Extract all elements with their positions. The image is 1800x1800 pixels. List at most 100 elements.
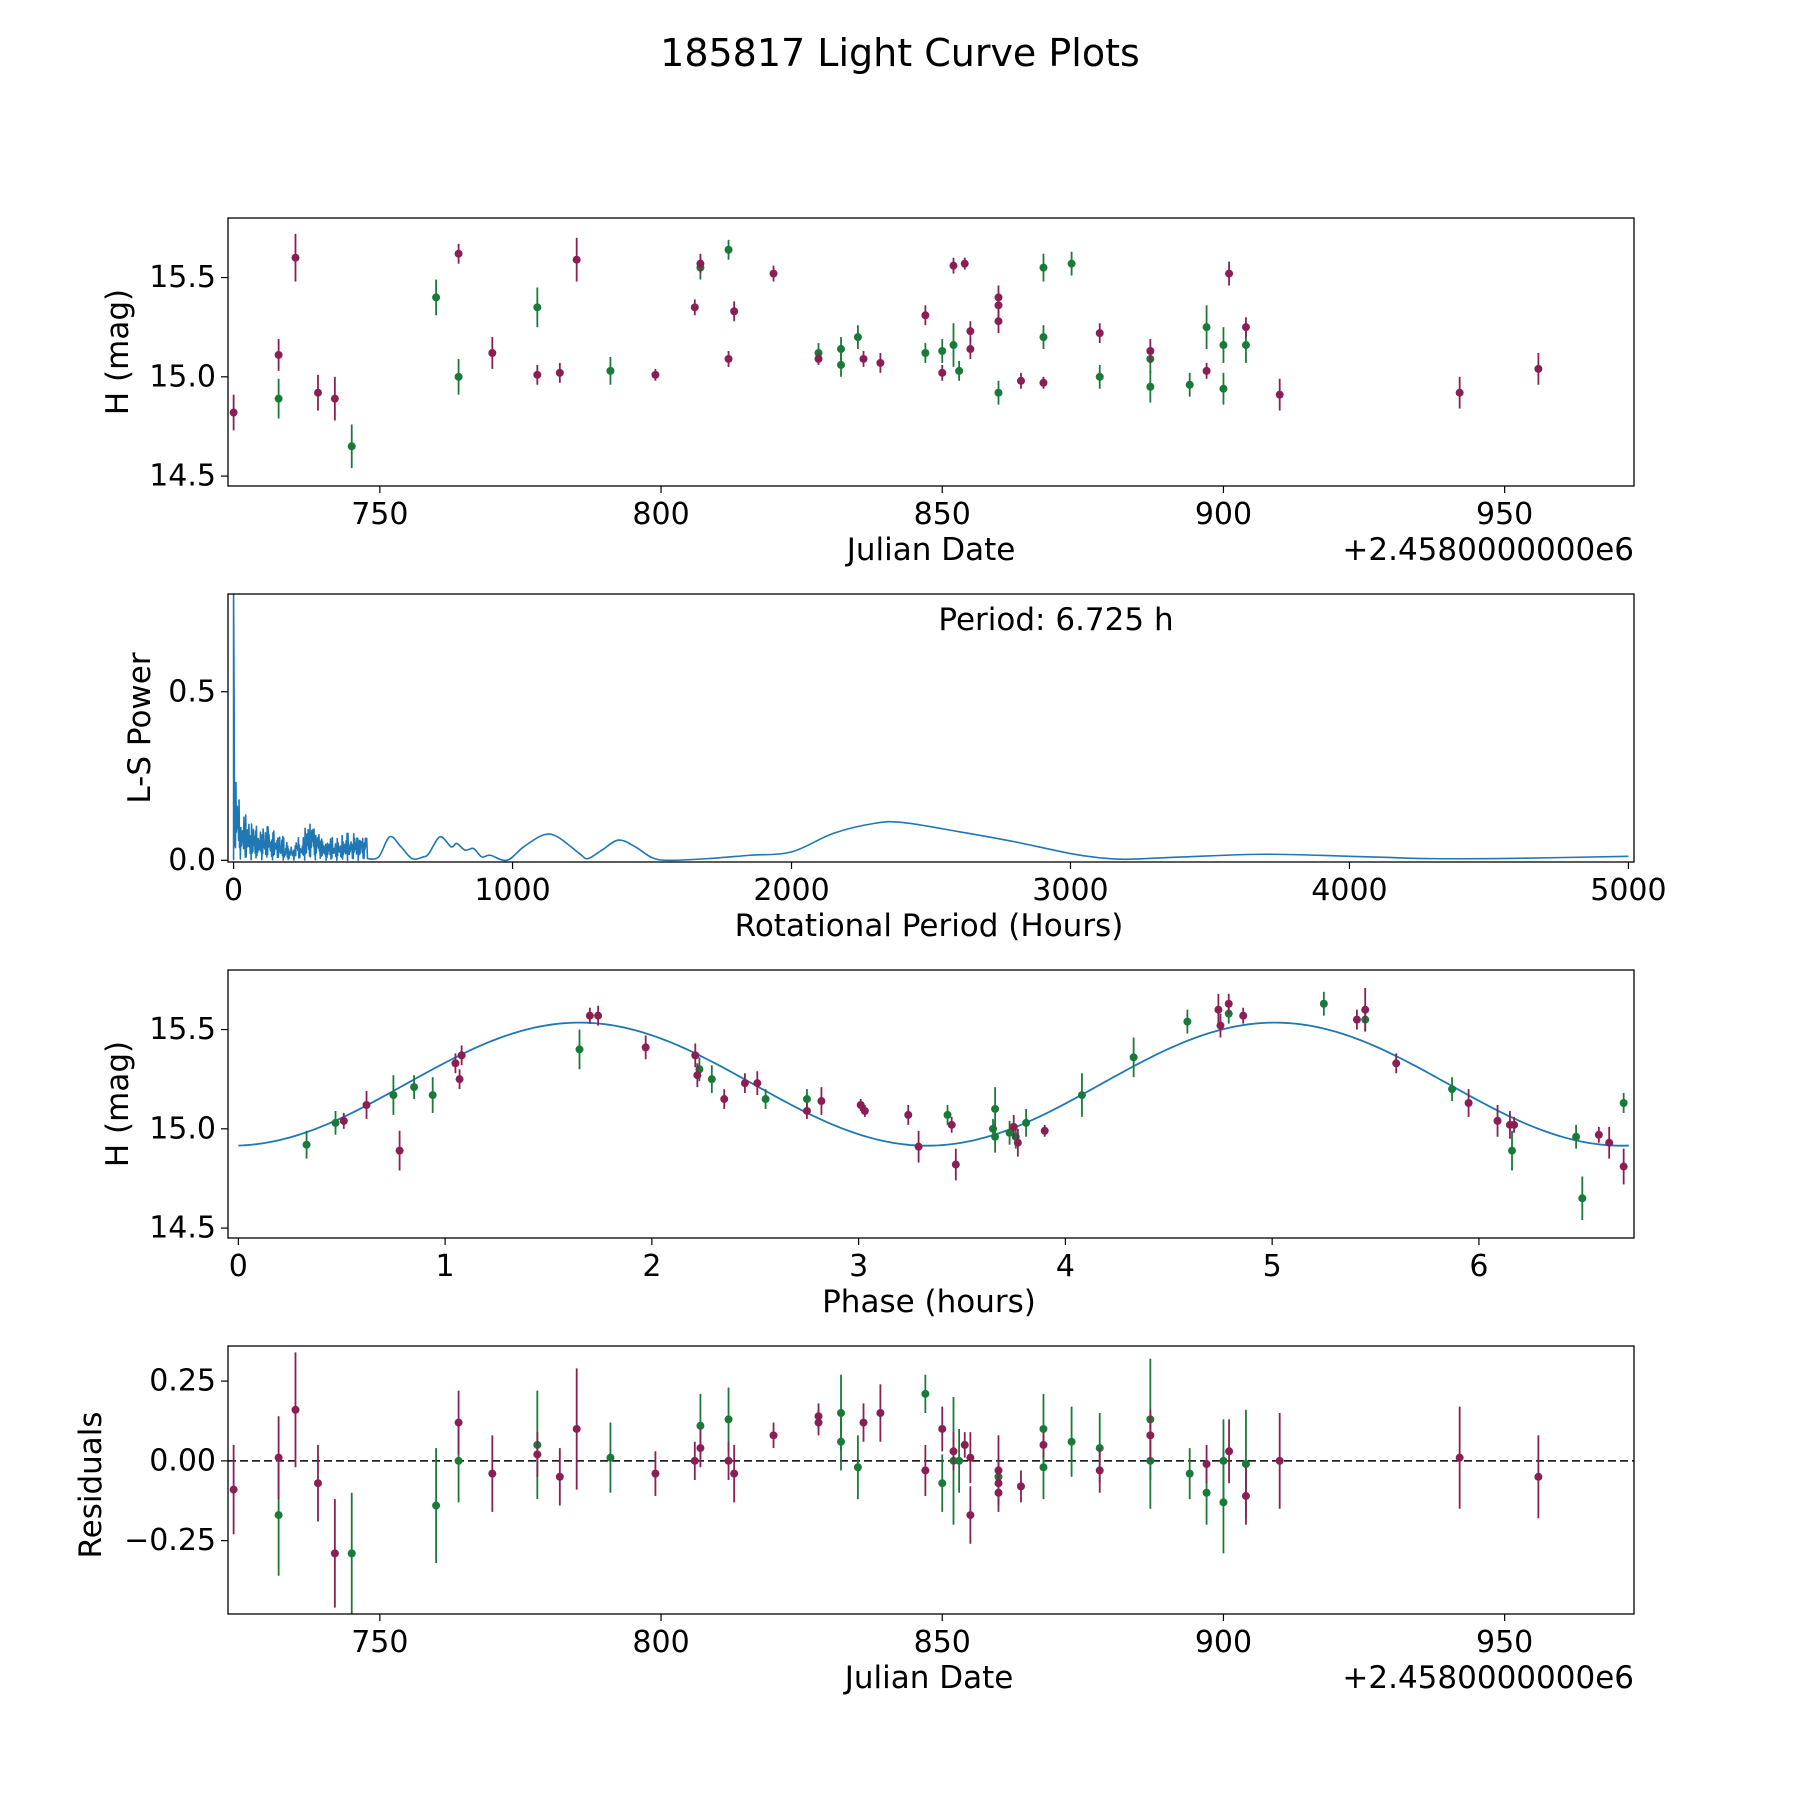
lightcurve-xtick-label: 850 xyxy=(914,497,971,532)
filter_r-point xyxy=(1534,1472,1543,1481)
phased-ytick-label: 15.0 xyxy=(149,1111,216,1146)
phased-xtick-label: 3 xyxy=(849,1249,868,1284)
filter_g-point xyxy=(1185,380,1194,389)
filter_r-point xyxy=(960,1440,969,1449)
filter_g-point xyxy=(606,366,615,375)
filter_g-point xyxy=(1067,259,1076,268)
periodogram-annotation: Period: 6.725 h xyxy=(938,602,1173,638)
filter_r-point xyxy=(817,1097,826,1106)
phased-xlabel: Phase (hours) xyxy=(822,1284,1036,1320)
filter_r-point xyxy=(724,1456,733,1465)
filter_r-point xyxy=(1534,364,1543,373)
filter_r-point xyxy=(274,1453,283,1462)
filter_r-point xyxy=(1095,1466,1104,1475)
filter_g-point xyxy=(1146,382,1155,391)
filter_g-point xyxy=(1039,263,1048,272)
filter_r-point xyxy=(994,1488,1003,1497)
filter_g-point xyxy=(1095,372,1104,381)
filter_r-point xyxy=(572,1424,581,1433)
filter_r-point xyxy=(555,1472,564,1481)
filter_g-point xyxy=(1219,1456,1228,1465)
filter_g-point xyxy=(949,341,958,350)
filter_r-point xyxy=(696,1444,705,1453)
residuals-ytick-label: 0.00 xyxy=(149,1443,216,1478)
filter_r-point xyxy=(814,354,823,363)
phased-xtick-label: 5 xyxy=(1263,1249,1282,1284)
filter_r-point xyxy=(951,1160,960,1169)
filter_r-point xyxy=(921,311,930,320)
periodogram-xtick-label: 1000 xyxy=(474,873,550,908)
filter_g-point xyxy=(302,1140,311,1149)
filter_g-point xyxy=(921,1389,930,1398)
filter_r-point xyxy=(313,388,322,397)
filter_r-point xyxy=(454,249,463,258)
phased-xtick-label: 2 xyxy=(642,1249,661,1284)
filter_r-point xyxy=(1241,1491,1250,1500)
filter_r-point xyxy=(904,1110,913,1119)
filter_g-point xyxy=(347,1549,356,1558)
filter_r-point xyxy=(1241,323,1250,332)
filter_r-point xyxy=(1016,376,1025,385)
filter_g-point xyxy=(1319,999,1328,1008)
model-curve xyxy=(238,1021,1629,1147)
filter_g-point xyxy=(802,1095,811,1104)
filter_g-point xyxy=(575,1045,584,1054)
filter_r-point xyxy=(1361,1005,1370,1014)
lightcurve-ticks: 750 800 850 900 950 14.5 15.0 15.5 xyxy=(149,260,1533,532)
filter_g-point xyxy=(955,366,964,375)
filter_g-point xyxy=(410,1083,419,1092)
filter_r-point xyxy=(938,368,947,377)
filter_r-point xyxy=(229,408,238,417)
filter_r-point xyxy=(1040,1126,1049,1135)
filter_g-point xyxy=(1039,333,1048,342)
filter_r-point xyxy=(585,1011,594,1020)
filter_r-point xyxy=(1594,1130,1603,1139)
filter_g-point xyxy=(921,348,930,357)
filter_g-point xyxy=(274,1511,283,1520)
filter_r-point xyxy=(966,1511,975,1520)
lightcurve-xtick-label: 900 xyxy=(1195,497,1252,532)
periodogram-xtick-label: 4000 xyxy=(1311,873,1387,908)
filter_g-point xyxy=(389,1091,398,1100)
residuals-xlabel: Julian Date xyxy=(843,1660,1014,1696)
filter_g-point xyxy=(938,347,947,356)
filter_r-point xyxy=(1039,378,1048,387)
periodogram-ytick-label: 0.5 xyxy=(168,674,216,709)
lightcurve-offset-label: +2.4580000000e6 xyxy=(1342,532,1634,568)
filter_r-point xyxy=(1225,1447,1234,1456)
phased-marks xyxy=(238,987,1629,1221)
filter_r-point xyxy=(1392,1059,1401,1068)
filter_g-point xyxy=(837,360,846,369)
filter_g-point xyxy=(1022,1118,1031,1127)
filter_r-point xyxy=(690,1456,699,1465)
residuals-ticks: 750 800 850 900 950 0.25 0.00 −0.25 xyxy=(124,1364,1533,1660)
filter_r-point xyxy=(960,259,969,268)
filter_g-point xyxy=(533,303,542,312)
filter_g-point xyxy=(943,1110,952,1119)
filter_r-point xyxy=(1225,269,1234,278)
filter_g-point xyxy=(347,442,356,451)
filter_g-point xyxy=(454,1456,463,1465)
filter_g-point xyxy=(696,1421,705,1430)
phased-frame xyxy=(227,969,1635,1239)
filter_r-point xyxy=(651,370,660,379)
lightcurve-ytick-label: 15.5 xyxy=(149,260,216,295)
filter_r-point xyxy=(740,1079,749,1088)
filter_g-point xyxy=(837,345,846,354)
panel-residuals: 750 800 850 900 950 0.25 0.00 −0.25 Julian Date… xyxy=(73,1345,1635,1696)
filter_r-point xyxy=(1352,1015,1361,1024)
filter_r-point xyxy=(769,269,778,278)
filter_r-point xyxy=(1224,999,1233,1008)
lightcurve-xtick-label: 750 xyxy=(351,497,408,532)
lightcurve-ylabel: H (mag) xyxy=(100,289,136,415)
filter_r-point xyxy=(1202,1460,1211,1469)
residuals-xtick-label: 750 xyxy=(351,1625,408,1660)
lightcurve-ytick-label: 14.5 xyxy=(149,459,216,494)
filter_r-point xyxy=(1016,1482,1025,1491)
filter_r-point xyxy=(860,1106,869,1115)
filter_g-point xyxy=(991,1104,1000,1113)
filter_g-point xyxy=(853,333,862,342)
filter_g-point xyxy=(1241,1460,1250,1469)
filter_r-point xyxy=(947,1120,956,1129)
